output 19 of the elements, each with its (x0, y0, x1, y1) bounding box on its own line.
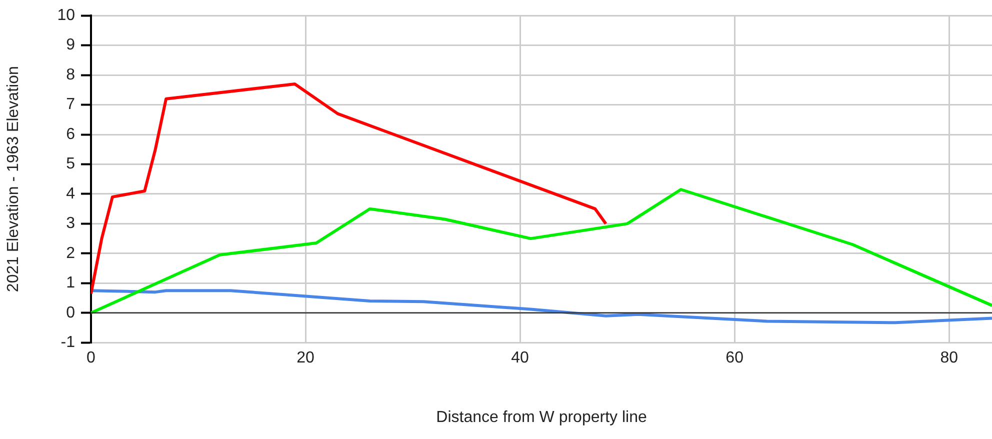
y-tick-label: 6 (66, 126, 76, 143)
y-tick-label: 0 (66, 304, 76, 322)
y-tick-label: 10 (57, 7, 76, 24)
x-tick-label: 80 (940, 350, 958, 367)
y-tick-label: 9 (66, 36, 76, 54)
y-tick-label: 2 (66, 244, 76, 262)
y-tick-label: 1 (66, 274, 76, 292)
x-tick-label: 0 (86, 350, 96, 367)
y-tick-label: 3 (66, 215, 76, 232)
x-tick-label: 60 (726, 350, 744, 367)
y-tick-label: 4 (66, 185, 76, 202)
y-tick-label: 5 (66, 156, 76, 173)
x-tick-label: 20 (296, 350, 315, 367)
y-tick-label: 7 (66, 96, 76, 114)
y-axis-title: 2021 Elevation - 1963 Elevation (5, 66, 22, 292)
y-tick-label: -1 (60, 334, 76, 352)
y-tick-label: 8 (66, 66, 76, 84)
x-tick-label: 40 (511, 350, 530, 367)
x-axis-title: Distance from W property line (436, 408, 647, 426)
